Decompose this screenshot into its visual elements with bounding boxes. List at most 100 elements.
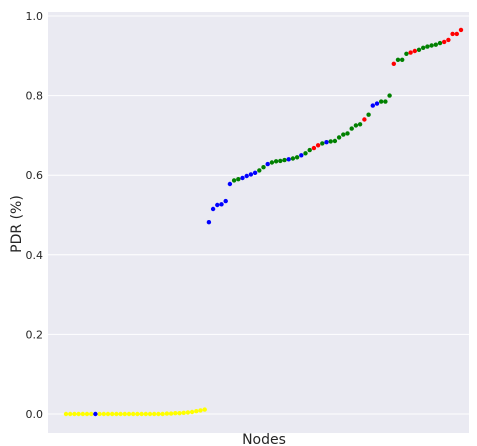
data-point-yellow <box>110 411 115 417</box>
y-tick-labels: 0.0 0.2 0.4 0.6 0.8 1.0 <box>26 10 44 421</box>
data-point-yellow <box>114 411 119 417</box>
data-point-blue <box>286 157 291 162</box>
data-point-green <box>395 57 401 62</box>
data-point-yellow <box>118 411 123 417</box>
data-point-yellow <box>189 409 195 415</box>
data-point-yellow <box>156 411 161 417</box>
y-tick-label: 0.0 <box>26 408 44 421</box>
data-point-green <box>257 168 262 173</box>
x-axis-label: Nodes <box>242 432 286 446</box>
data-point-yellow <box>135 411 140 417</box>
y-tick-label: 0.2 <box>26 328 44 341</box>
data-point-yellow <box>97 411 102 417</box>
data-point-green <box>353 123 359 128</box>
data-point-green <box>236 177 241 182</box>
data-point-yellow <box>89 411 94 417</box>
data-point-green <box>387 93 392 98</box>
data-point-green <box>290 156 296 161</box>
data-point-blue <box>227 181 233 187</box>
data-point-yellow <box>152 411 157 417</box>
data-point-green <box>357 122 363 127</box>
data-point-blue <box>244 173 249 179</box>
data-point-blue <box>370 103 375 108</box>
data-point-yellow <box>168 411 174 416</box>
data-point-yellow <box>139 411 144 417</box>
data-point-green <box>278 158 283 164</box>
data-point-red <box>450 31 455 37</box>
data-point-yellow <box>72 411 77 417</box>
data-point-yellow <box>80 411 86 417</box>
data-point-green <box>336 135 342 140</box>
data-point-red <box>311 145 317 151</box>
data-point-green <box>282 157 287 163</box>
data-point-yellow <box>126 411 132 417</box>
data-point-green <box>332 138 338 144</box>
data-point-green <box>345 131 350 136</box>
data-point-red <box>391 61 396 66</box>
data-point-red <box>446 37 451 43</box>
data-point-blue <box>206 220 212 225</box>
data-point-green <box>437 40 443 46</box>
data-point-green <box>341 132 346 137</box>
data-point-green <box>429 43 434 48</box>
y-tick-label: 1.0 <box>26 10 44 23</box>
data-point-red <box>458 27 464 33</box>
data-point-yellow <box>131 411 136 417</box>
data-point-red <box>408 50 413 55</box>
data-points <box>63 27 464 417</box>
data-point-blue <box>252 170 258 175</box>
data-point-red <box>454 31 459 37</box>
data-point-yellow <box>122 411 128 417</box>
data-point-yellow <box>143 411 148 417</box>
data-point-green <box>383 99 388 104</box>
data-point-red <box>315 143 321 148</box>
data-point-blue <box>324 140 329 145</box>
data-point-yellow <box>68 411 73 417</box>
data-point-blue <box>219 202 224 207</box>
data-point-green <box>303 151 308 156</box>
data-point-yellow <box>198 408 203 413</box>
plot-background <box>48 12 469 433</box>
data-point-green <box>379 99 384 104</box>
data-point-yellow <box>181 410 186 415</box>
data-point-blue <box>374 101 380 106</box>
data-point-blue <box>265 161 270 167</box>
data-point-yellow <box>194 409 199 414</box>
data-point-blue <box>215 202 220 208</box>
data-point-blue <box>299 153 304 158</box>
data-point-green <box>349 126 354 131</box>
data-point-green <box>366 112 371 117</box>
data-point-yellow <box>164 411 170 416</box>
y-axis-label: PDR (%) <box>9 195 25 253</box>
data-point-green <box>404 51 409 56</box>
data-point-green <box>294 155 300 160</box>
y-tick-label: 0.4 <box>26 249 44 262</box>
data-point-yellow <box>76 411 81 417</box>
data-point-blue <box>223 198 228 204</box>
data-point-red <box>442 39 447 45</box>
data-point-green <box>421 45 426 50</box>
data-point-green <box>433 42 438 47</box>
data-point-yellow <box>63 411 69 417</box>
grid-lines <box>48 15 469 415</box>
data-point-yellow <box>105 411 111 417</box>
data-point-yellow <box>84 411 90 417</box>
data-point-blue <box>248 172 254 177</box>
data-point-red <box>362 117 367 122</box>
data-point-green <box>273 159 279 164</box>
data-point-blue <box>210 206 216 212</box>
data-point-green <box>269 160 275 165</box>
data-point-red <box>412 48 417 54</box>
y-tick-label: 0.8 <box>26 90 44 103</box>
data-point-yellow <box>101 411 107 417</box>
data-point-green <box>231 178 237 183</box>
data-point-green <box>307 147 312 153</box>
data-point-yellow <box>160 411 165 417</box>
data-point-yellow <box>177 411 182 416</box>
data-point-green <box>416 47 422 52</box>
y-tick-label: 0.6 <box>26 169 44 182</box>
data-point-yellow <box>173 411 178 416</box>
data-point-blue <box>240 175 245 181</box>
data-point-green <box>400 57 405 62</box>
